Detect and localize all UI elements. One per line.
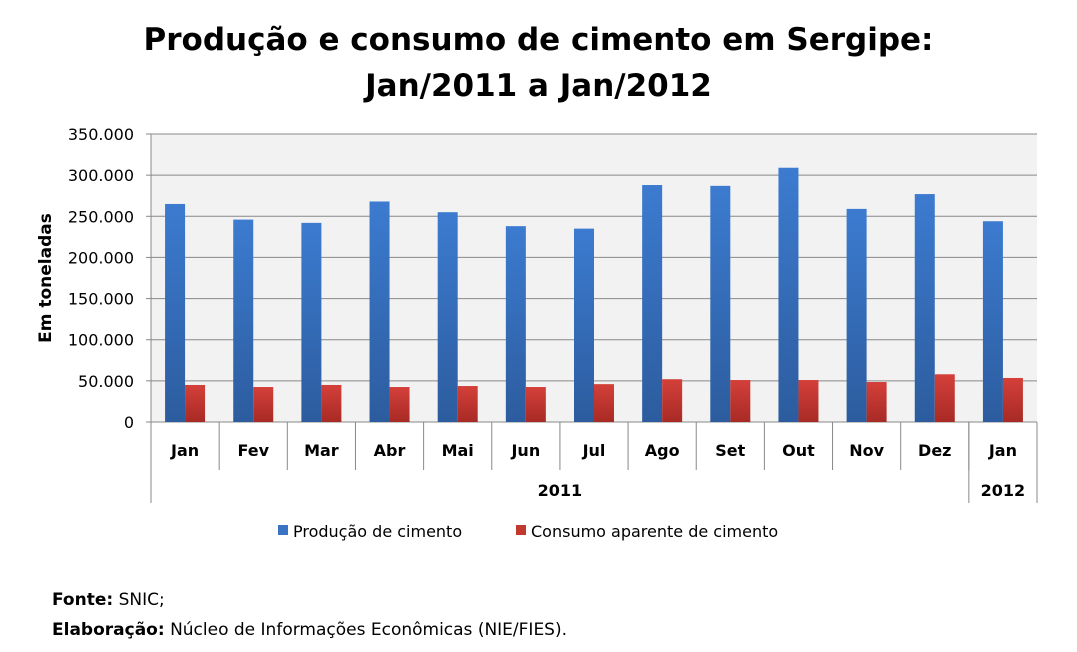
producao-bar <box>982 221 1003 422</box>
legend-swatch <box>278 525 288 535</box>
chart-title-line2: Jan/2011 a Jan/2012 <box>365 68 712 104</box>
consumo-bar <box>457 386 478 422</box>
y-tick-label: 200.000 <box>68 248 134 267</box>
y-tick-label: 150.000 <box>68 290 134 309</box>
credit-label: Elaboração: <box>52 620 165 640</box>
x-tick-label: Fev <box>237 441 269 460</box>
x-tick-label: Ago <box>645 441 680 460</box>
producao-bar <box>846 208 867 422</box>
consumo-bar <box>934 374 955 422</box>
consumo-bar <box>253 387 274 422</box>
credit-line: Elaboração: Núcleo de Informações Econôm… <box>52 620 567 640</box>
legend-swatch <box>516 525 526 535</box>
y-tick-label: 350.000 <box>68 125 134 144</box>
consumo-bar <box>185 384 206 422</box>
consumo-bar <box>1002 377 1023 422</box>
x-tick-label: Jul <box>582 441 606 460</box>
producao-bar <box>233 219 254 422</box>
consumo-bar <box>525 387 546 422</box>
producao-bar <box>369 201 390 422</box>
producao-bar <box>642 185 663 422</box>
consumo-bar <box>798 380 819 422</box>
y-tick-label: 250.000 <box>68 207 134 226</box>
producao-bar <box>505 226 526 422</box>
source-label: Fonte: <box>52 590 114 610</box>
x-tick-label: Out <box>782 441 815 460</box>
y-tick-label: 300.000 <box>68 166 134 185</box>
consumo-bar <box>594 384 614 422</box>
bar-chart: 0 50.000 100.000 150.000 200.000 250.000 300.0… <box>36 125 1038 541</box>
consumo-bar <box>866 382 887 422</box>
x-tick-label: Abr <box>374 441 406 460</box>
credit-value: Núcleo de Informações Econômicas (NIE/FI… <box>170 620 568 640</box>
y-axis-label: Em toneladas <box>36 213 56 343</box>
x-tick-label: Jan <box>988 441 1017 460</box>
x-tick-label: Set <box>715 441 745 460</box>
source-line: Fonte: SNIC; <box>52 590 165 610</box>
producao-bar <box>165 203 186 422</box>
consumo-bar <box>321 384 342 422</box>
consumo-bar <box>389 387 410 422</box>
year-label: 2012 <box>981 481 1026 500</box>
source-value: SNIC; <box>118 590 165 610</box>
producao-bar <box>574 228 594 422</box>
legend-label: Produção de cimento <box>293 522 462 541</box>
x-tick-label: Jun <box>510 441 540 460</box>
y-tick-label: 100.000 <box>68 331 134 350</box>
x-tick-label: Mai <box>442 441 474 460</box>
x-tick-label: Jan <box>170 441 199 460</box>
x-tick-label: Nov <box>849 441 884 460</box>
x-tick-label: Mar <box>304 441 339 460</box>
producao-bar <box>710 185 731 422</box>
y-tick-label: 0 <box>124 413 134 432</box>
legend-label: Consumo aparente de cimento <box>531 522 778 541</box>
producao-bar <box>778 167 799 422</box>
x-tick-label: Dez <box>918 441 951 460</box>
consumo-bar <box>662 379 683 422</box>
producao-bar <box>437 212 458 422</box>
chart-title-line1: Produção e consumo de cimento em Sergipe… <box>143 22 934 58</box>
y-tick-label: 50.000 <box>78 372 134 391</box>
consumo-bar <box>730 380 751 422</box>
producao-bar <box>914 194 935 422</box>
producao-bar <box>301 222 322 422</box>
year-label: 2011 <box>538 481 583 500</box>
